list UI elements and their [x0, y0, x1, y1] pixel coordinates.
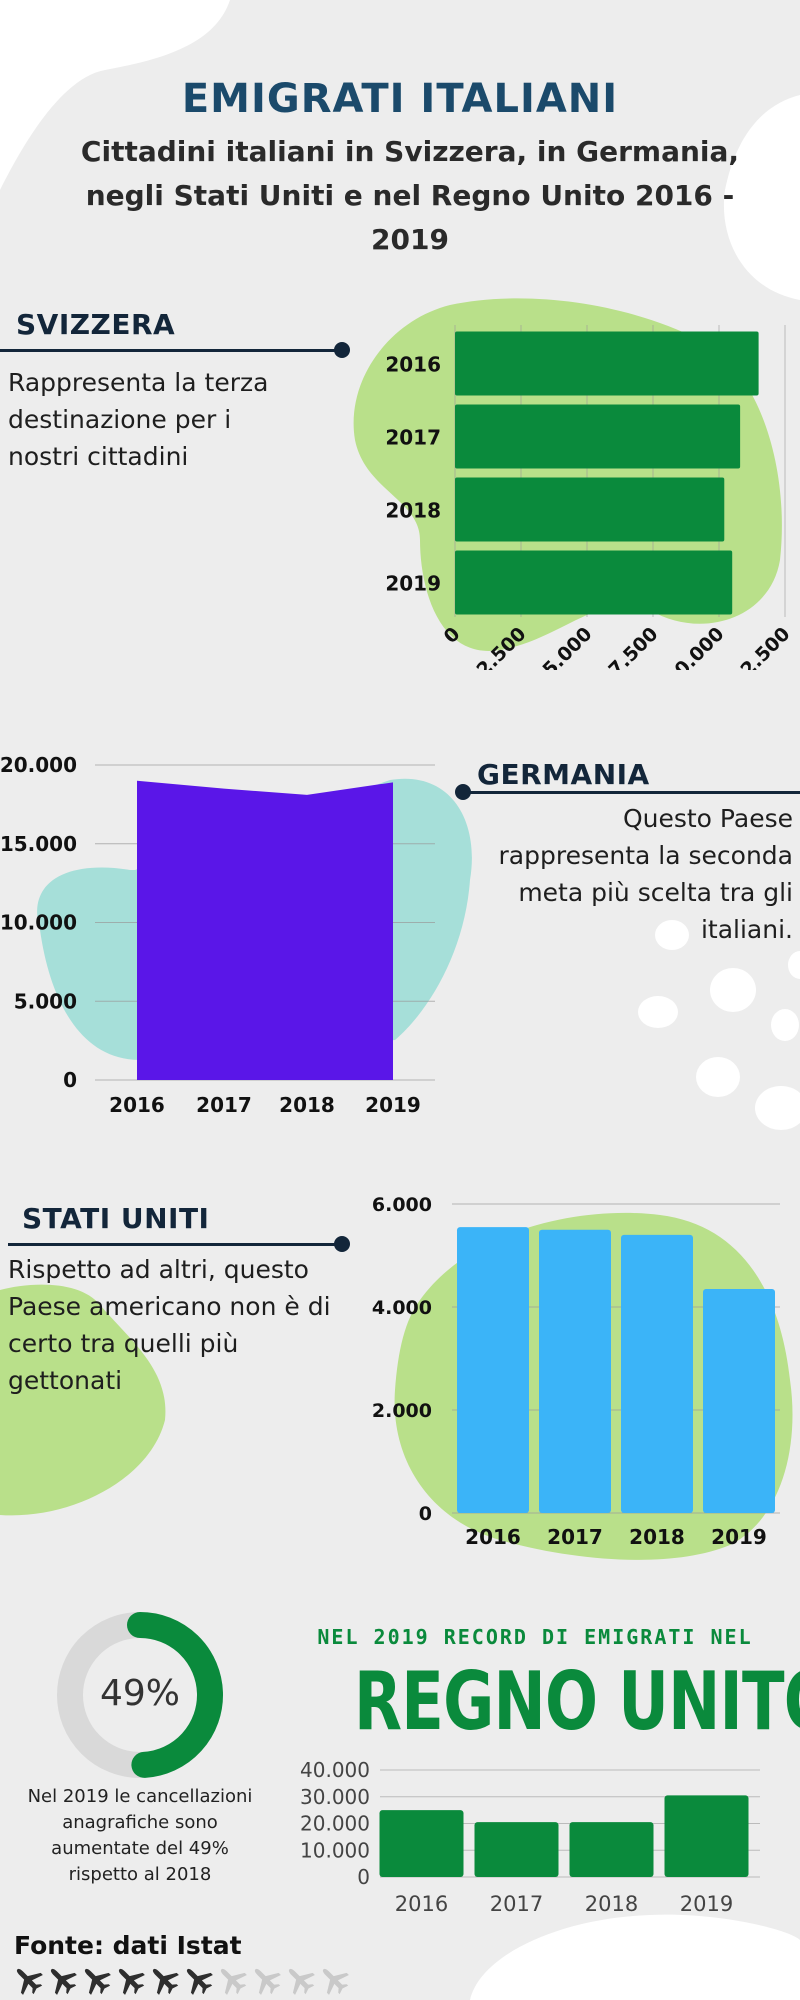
germania-area — [137, 780, 393, 1080]
donut-chart — [57, 1612, 223, 1778]
svizzera-tick-label: 2.500 — [472, 623, 530, 670]
airplane-icon — [118, 1968, 145, 1995]
svizzera-tick-label: 7.500 — [604, 623, 662, 670]
germania-tick-label: 5.000 — [14, 989, 77, 1013]
germania-category-label: 2019 — [365, 1093, 421, 1117]
regno-unito-bar — [379, 1810, 464, 1877]
germania-tick-label: 20.000 — [0, 753, 77, 777]
svizzera-tick-label: 5.000 — [538, 623, 596, 670]
regno-unito-tick-label: 40.000 — [300, 1758, 370, 1782]
svizzera-rule-dot — [334, 342, 350, 358]
svizzera-rule — [0, 349, 340, 352]
stati-uniti-rule — [8, 1243, 342, 1246]
stati-uniti-tick-label: 6.000 — [372, 1194, 432, 1216]
airplane-icon — [322, 1968, 349, 1995]
germania-heading: GERMANIA — [477, 758, 650, 791]
bottom-right-blob — [470, 1914, 800, 2000]
germania-tick-label: 10.000 — [0, 911, 77, 935]
regno-unito-tick-label: 30.000 — [300, 1785, 370, 1809]
airplane-icon — [16, 1968, 43, 1995]
stati-uniti-bar — [457, 1227, 529, 1513]
germania-tick-label: 0 — [63, 1068, 77, 1092]
svizzera-chart: 2016 2017 2018 2019 0 2.500 5.000 7.50010.00012… — [385, 325, 795, 670]
svizzera-bar — [455, 477, 725, 542]
regno-unito-tick-label: 20.000 — [300, 1812, 370, 1836]
regno-unito-tick-label: 10.000 — [300, 1838, 370, 1862]
planes-row — [16, 1968, 349, 1995]
stati-uniti-category-label: 2017 — [547, 1525, 603, 1549]
stati-uniti-category-label: 2016 — [465, 1525, 521, 1549]
white-dots — [638, 920, 800, 1130]
svizzera-tick-label: 12.500 — [727, 623, 794, 670]
stati-uniti-category-label: 2018 — [629, 1525, 685, 1549]
stati-uniti-bar — [703, 1288, 775, 1513]
airplane-icon — [220, 1968, 247, 1995]
airplane-icon — [50, 1968, 77, 1995]
regno-unito-heading: REGNO UNITO — [354, 1655, 800, 1748]
stati-uniti-bar — [539, 1229, 611, 1513]
germania-rule — [460, 791, 800, 794]
germania-tick-label: 15.000 — [0, 832, 77, 856]
page-title: EMIGRATI ITALIANI — [181, 76, 619, 122]
svizzera-text: Rappresenta la terza destinazione per i … — [8, 368, 269, 471]
airplane-icon — [152, 1968, 179, 1995]
donut-value-arc — [127, 1612, 223, 1778]
airplane-icon — [254, 1968, 281, 1995]
stati-uniti-rule-dot — [334, 1236, 350, 1252]
page-subtitle: Cittadini italiani in Svizzera, in Germa… — [80, 135, 740, 256]
svizzera-tick-label: 10.000 — [661, 623, 728, 670]
regno-unito-category-label: 2018 — [585, 1892, 638, 1916]
regno-unito-kicker: NEL 2019 RECORD DI EMIGRATI NEL — [317, 1625, 753, 1649]
svizzera-bar — [455, 331, 759, 396]
stati-uniti-bar — [621, 1234, 693, 1513]
regno-unito-tick-label: 0 — [357, 1865, 370, 1889]
donut-percent: 49% — [99, 1673, 180, 1714]
regno-unito-category-label: 2016 — [395, 1892, 448, 1916]
germania-text: Questo Paese rappresenta la seconda meta… — [498, 804, 793, 944]
stati-uniti-category-label: 2019 — [711, 1525, 767, 1549]
svizzera-category-label: 2016 — [385, 353, 441, 377]
svizzera-bar — [455, 404, 741, 469]
donut-note: Nel 2019 le cancellazioni anagrafiche so… — [27, 1786, 253, 1885]
top-right-blob — [723, 95, 800, 300]
stati-uniti-blob — [0, 1284, 166, 1516]
regno-unito-category-label: 2017 — [490, 1892, 543, 1916]
airplane-icon — [84, 1968, 111, 1995]
airplane-icon — [288, 1968, 315, 1995]
germania-category-label: 2016 — [109, 1093, 165, 1117]
svizzera-category-label: 2017 — [385, 426, 441, 450]
regno-unito-bar — [569, 1822, 654, 1877]
top-left-blob — [0, 0, 230, 190]
stati-uniti-tick-label: 4.000 — [372, 1297, 432, 1319]
regno-unito-category-label: 2019 — [680, 1892, 733, 1916]
germania-category-label: 2017 — [196, 1093, 252, 1117]
airplane-icon — [186, 1968, 213, 1995]
svizzera-tick-label: 0 — [440, 623, 465, 648]
stati-uniti-heading: STATI UNITI — [22, 1202, 210, 1235]
source-label: Fonte: dati Istat — [14, 1931, 242, 1960]
stati-uniti-chart: 0 2.000 4.000 6.000 2016 2017 2018 2019 — [372, 1194, 780, 1549]
svizzera-bar — [455, 550, 733, 615]
stati-uniti-text: Rispetto ad altri, questo Paese american… — [8, 1255, 331, 1395]
regno-unito-bar — [474, 1822, 559, 1877]
svizzera-category-label: 2019 — [385, 572, 441, 596]
regno-unito-bar — [664, 1795, 749, 1877]
stati-uniti-tick-label: 2.000 — [372, 1400, 432, 1422]
germania-rule-dot — [455, 784, 471, 800]
svizzera-heading: SVIZZERA — [16, 308, 176, 341]
germania-category-label: 2018 — [279, 1093, 335, 1117]
svizzera-category-label: 2018 — [385, 499, 441, 523]
stati-uniti-tick-label: 0 — [419, 1503, 432, 1525]
germania-chart: 0 5.000 10.000 15.000 20.000 2016 2017 2018 2019 — [0, 753, 435, 1117]
